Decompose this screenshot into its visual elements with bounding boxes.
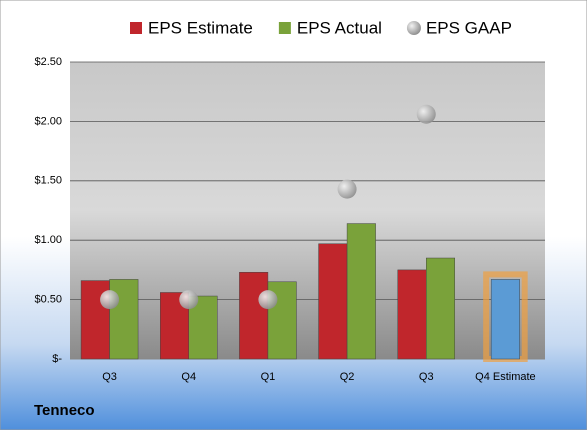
bar — [426, 257, 455, 360]
y-tick-label: $- — [52, 353, 62, 365]
y-tick-label: $0.50 — [34, 294, 62, 306]
bar — [490, 279, 520, 360]
plot-area — [70, 62, 545, 359]
y-tick-label: $1.50 — [34, 175, 62, 187]
bar — [346, 223, 376, 360]
x-tick-label: Q4 — [181, 371, 196, 383]
legend-marker — [130, 22, 142, 34]
y-tick-label: $1.00 — [34, 234, 62, 246]
x-tick-label: Q3 — [419, 371, 434, 383]
legend-text: EPS GAAP — [426, 18, 512, 37]
y-tick-label: $2.50 — [34, 56, 62, 68]
x-tick-label: Q1 — [261, 371, 276, 383]
x-tick-label: Q4 Estimate — [475, 371, 536, 383]
footer: Tenneco — [34, 402, 95, 419]
x-tick-label: Q3 — [102, 371, 117, 383]
gaap-marker — [100, 290, 120, 310]
bar — [397, 269, 427, 360]
legend-marker — [278, 22, 291, 34]
legend-text: EPS Estimate — [148, 18, 253, 37]
gaap-marker — [258, 290, 278, 310]
legend-text: EPS Actual — [297, 18, 382, 37]
bar — [318, 243, 348, 360]
gaap-marker — [416, 104, 436, 124]
bar — [239, 272, 269, 360]
y-tick-label: $2.00 — [34, 115, 62, 127]
legend-marker — [406, 21, 421, 35]
x-tick-label: Q2 — [340, 371, 355, 383]
gaap-marker — [179, 290, 199, 310]
gaap-marker — [337, 179, 357, 199]
